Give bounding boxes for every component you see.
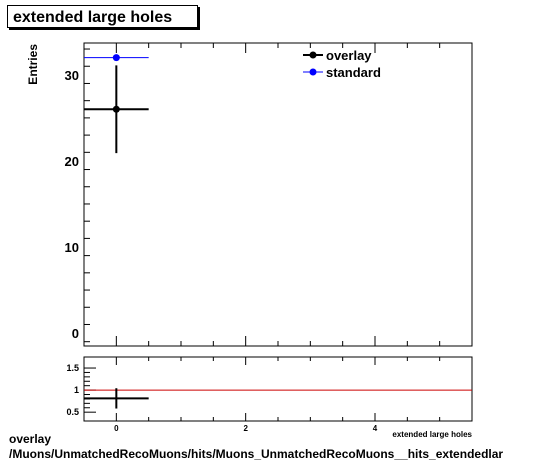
histogram-title: extended large holes bbox=[7, 5, 198, 28]
y-tick-label: 30 bbox=[65, 68, 79, 83]
footer-path: /Muons/UnmatchedRecoMuons/hits/Muons_Unm… bbox=[9, 447, 504, 461]
ratio-y-tick-label: 1 bbox=[74, 385, 79, 395]
x-tick-label: 2 bbox=[243, 424, 248, 433]
y-tick-label: 20 bbox=[65, 154, 79, 169]
overlay-point bbox=[112, 105, 120, 113]
standard-point bbox=[112, 54, 120, 62]
y-tick-label: 0 bbox=[72, 326, 79, 341]
ratio-y-tick-label: 0.5 bbox=[66, 407, 79, 417]
ratio-y-tick-label: 1.5 bbox=[66, 363, 79, 373]
legend-standard-marker bbox=[309, 68, 317, 76]
legend-standard-label: standard bbox=[326, 65, 381, 80]
y-axis-label: Entries bbox=[26, 44, 40, 85]
main-plot-frame bbox=[83, 42, 473, 347]
ratio-plot-frame bbox=[83, 356, 473, 422]
legend-overlay-label: overlay bbox=[326, 48, 372, 63]
x-tick-label: 0 bbox=[114, 424, 119, 433]
x-axis-label: extended large holes bbox=[392, 430, 472, 439]
footer-label: overlay bbox=[9, 432, 52, 446]
y-tick-label: 10 bbox=[65, 240, 79, 255]
legend-overlay-marker bbox=[309, 51, 317, 59]
x-tick-label: 4 bbox=[373, 424, 378, 433]
